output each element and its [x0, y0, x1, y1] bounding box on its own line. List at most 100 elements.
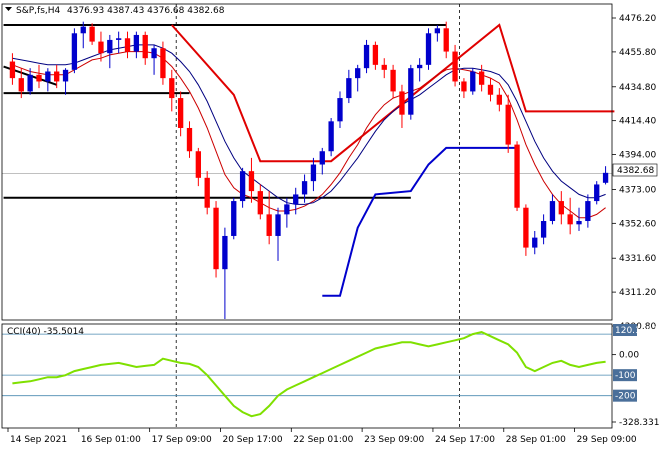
blue-stop-line — [322, 146, 517, 297]
candle-body — [425, 33, 432, 65]
cci-tick-label: -200 — [615, 392, 636, 402]
indicator-frame — [1, 323, 613, 429]
candle-body — [80, 26, 86, 34]
y-tick-label: 4394.00 — [619, 151, 656, 161]
candle-body — [124, 38, 131, 52]
candle-body — [372, 44, 379, 65]
candles — [9, 21, 609, 320]
candle-body — [461, 81, 467, 92]
candle-body — [487, 84, 494, 95]
symbol-label: S&P,fs,H4 — [16, 6, 61, 16]
y-tick-label: 4434.80 — [619, 83, 656, 93]
candle-body — [585, 201, 591, 222]
x-tick-label: 17 Sep 09:00 — [152, 435, 212, 445]
candle-body — [337, 98, 343, 122]
candle-body — [275, 214, 281, 236]
candle-body — [549, 201, 556, 222]
candle-body — [319, 151, 325, 165]
candle-body — [213, 207, 219, 270]
candle-body — [470, 71, 476, 92]
candle-body — [355, 68, 361, 79]
candle-body — [390, 69, 396, 92]
candle-body — [36, 74, 42, 82]
main-frame — [1, 3, 613, 321]
candle-body — [151, 48, 157, 59]
cci-tick-box — [613, 369, 637, 382]
candle-body — [186, 127, 193, 152]
y-tick-label: 4290.80 — [619, 322, 656, 332]
candle-body — [9, 61, 16, 79]
candle-body — [443, 28, 449, 52]
candle-body — [116, 38, 122, 40]
cci-tick-label: 120.1307 — [615, 326, 658, 336]
candle-body — [301, 181, 308, 195]
candle-body — [514, 144, 520, 208]
candle-body — [133, 34, 140, 52]
candle-body — [310, 164, 317, 182]
candle-body — [62, 69, 69, 82]
candle-body — [195, 151, 201, 178]
x-tick-label: 23 Sep 09:00 — [364, 435, 424, 445]
candle-body — [452, 51, 458, 82]
cci-line — [12, 331, 606, 418]
candle-body — [54, 71, 60, 82]
candle-body — [89, 26, 95, 42]
candle-body — [177, 98, 184, 128]
price-tag-box — [612, 163, 658, 177]
y-tick-label: 4311.20 — [619, 288, 656, 298]
red-stop-line — [171, 23, 615, 163]
candle-body — [478, 71, 485, 85]
indicator-grid — [2, 333, 612, 397]
dropdown-arrow-icon[interactable] — [5, 7, 12, 11]
candle-body — [293, 194, 299, 205]
candle-body — [381, 64, 387, 70]
candle-body — [257, 191, 263, 215]
candle-body — [399, 91, 405, 115]
y-tick-label: 4455.80 — [619, 48, 656, 58]
candle-body — [346, 78, 352, 99]
candle-body — [169, 78, 175, 99]
candle-body — [540, 221, 547, 238]
candle-body — [45, 71, 51, 82]
cci-tick-label: -328.3318 — [619, 418, 660, 428]
cci-tick-label: 0.00 — [619, 351, 639, 361]
candle-body — [408, 68, 414, 115]
y-tick-label: 4476.20 — [619, 14, 656, 24]
main-grid — [175, 4, 460, 428]
cci-tick-label: -100 — [615, 371, 636, 381]
candle-body — [434, 28, 441, 34]
x-tick-label: 20 Sep 17:00 — [222, 435, 282, 445]
candle-body — [107, 39, 113, 54]
candle-body — [142, 34, 148, 59]
x-tick-label: 28 Sep 01:00 — [506, 435, 566, 445]
x-tick-label: 16 Sep 01:00 — [81, 435, 141, 445]
candle-body — [558, 201, 564, 215]
candle-body — [266, 214, 272, 236]
candle-body — [567, 214, 573, 225]
candle-body — [71, 33, 78, 70]
x-tick-label: 14 Sep 2021 — [10, 435, 67, 445]
candle-body — [231, 201, 237, 236]
candle-body — [417, 64, 423, 69]
candle-body — [594, 184, 600, 202]
x-tick-label: 24 Sep 17:00 — [435, 435, 495, 445]
y-tick-label: 4331.60 — [619, 254, 656, 264]
candle-body — [27, 74, 33, 92]
candle-body — [98, 41, 104, 54]
y-tick-label: 4373.00 — [619, 185, 656, 195]
y-tick-label: 4414.40 — [619, 117, 656, 127]
candle-body — [576, 221, 582, 225]
candle-body — [505, 104, 511, 145]
candle-body — [602, 172, 609, 183]
x-tick-label: 29 Sep 09:00 — [577, 435, 637, 445]
candle-body — [18, 78, 24, 92]
y-tick-label: 4352.60 — [619, 219, 656, 229]
candle-body — [532, 237, 538, 248]
candle-body — [248, 171, 255, 192]
candle-body — [160, 48, 166, 79]
axes: 4476.20 4455.80 4434.80 4414.40 4394.00 4373.… — [1, 3, 660, 445]
candle-body — [222, 235, 228, 270]
price-tag-value: 4382.68 — [617, 166, 654, 176]
